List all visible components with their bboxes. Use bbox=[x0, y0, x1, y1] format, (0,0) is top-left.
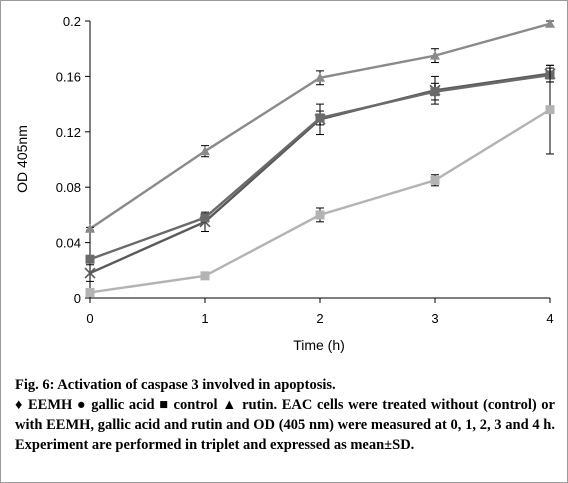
triangle-marker bbox=[85, 223, 95, 233]
axes: 0 0.04 0.08 0.12 0.16 0.2 0 1 2 3 4 bbox=[56, 14, 554, 326]
square-marker bbox=[430, 87, 440, 97]
figure-caption: Fig. 6: Activation of caspase 3 involved… bbox=[15, 375, 555, 455]
x-axis-title: Time (h) bbox=[293, 337, 345, 353]
triangle-marker bbox=[545, 18, 555, 28]
series-control bbox=[85, 64, 555, 297]
series-gallic-acid bbox=[85, 67, 555, 264]
x-tick-label: 1 bbox=[201, 311, 208, 326]
square-marker bbox=[200, 271, 210, 281]
triangle-marker bbox=[430, 50, 440, 60]
series-layer bbox=[84, 18, 556, 297]
y-tick-label: 0.08 bbox=[56, 180, 81, 195]
x-tick-label: 0 bbox=[86, 311, 93, 326]
y-tick-label: 0.16 bbox=[56, 69, 81, 84]
x-tick-label: 4 bbox=[546, 311, 553, 326]
square-marker bbox=[315, 210, 325, 220]
series-line bbox=[89, 72, 551, 275]
series-rutin bbox=[85, 18, 555, 233]
y-tick-label: 0.04 bbox=[56, 236, 81, 251]
caption-title: Fig. 6: Activation of caspase 3 involved… bbox=[15, 377, 336, 393]
y-tick-label: 0 bbox=[74, 291, 81, 306]
triangle-marker bbox=[200, 146, 210, 156]
line-chart: 0 0.04 0.08 0.12 0.16 0.2 0 1 2 3 4 Time (h) OD 40… bbox=[14, 14, 556, 353]
x-tick-label: 3 bbox=[431, 311, 438, 326]
y-tick-label: 0.2 bbox=[63, 14, 81, 29]
square-marker bbox=[430, 175, 440, 185]
series-eemh bbox=[84, 64, 556, 282]
star-marker bbox=[84, 267, 96, 280]
x-tick-label: 2 bbox=[316, 311, 323, 326]
triangle-marker bbox=[315, 72, 325, 82]
y-tick-label: 0.12 bbox=[56, 125, 81, 140]
y-axis-title: OD 405nm bbox=[14, 125, 30, 193]
series-line bbox=[89, 108, 551, 294]
square-marker bbox=[315, 113, 325, 123]
square-marker bbox=[545, 105, 555, 115]
series-line bbox=[89, 73, 551, 261]
square-marker bbox=[200, 213, 210, 223]
square-marker bbox=[85, 287, 95, 297]
square-marker bbox=[85, 254, 95, 264]
caption-body: ♦ EEMH ● gallic acid ■ control ▲ rutin. … bbox=[15, 397, 555, 453]
